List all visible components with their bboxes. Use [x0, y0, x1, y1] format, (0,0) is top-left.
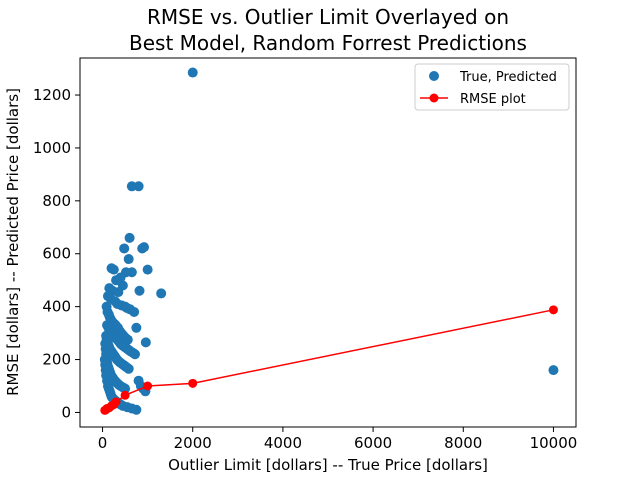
legend: True, Predicted RMSE plot [414, 63, 570, 111]
legend-label-true-predicted: True, Predicted [459, 70, 557, 85]
legend-marker-rmse [429, 93, 439, 103]
y-tick-label: 200 [42, 351, 71, 369]
scatter-point [129, 306, 140, 317]
y-tick-label: 1200 [33, 86, 71, 104]
chart-title-line-1: RMSE vs. Outlier Limit Overlayed on [147, 5, 509, 29]
rmse-point [111, 397, 121, 407]
rmse-point [143, 381, 153, 391]
y-tick-label: 1000 [33, 139, 71, 157]
scatter-point [139, 242, 150, 253]
x-tick-label: 10000 [530, 434, 578, 452]
x-axis-label: Outlier Limit [dollars] -- True Price [d… [168, 456, 488, 474]
axes-frame [79, 57, 577, 428]
scatter-point [124, 232, 135, 243]
x-tick-label: 4000 [264, 434, 302, 452]
scatter-point [130, 349, 141, 360]
x-tick-label: 6000 [354, 434, 392, 452]
scatter-point [113, 287, 124, 298]
scatter-point [156, 288, 167, 299]
scatter-point [134, 285, 145, 296]
y-axis-label: RMSE [dollars] -- Predicted Price [dolla… [4, 88, 22, 396]
scatter-point [119, 243, 130, 254]
chart-title-line-2: Best Model, Random Forrest Predictions [129, 31, 527, 55]
scatter-point [131, 404, 142, 415]
y-tick-label: 400 [42, 298, 71, 316]
scatter-point [187, 67, 198, 78]
x-tick-label: 2000 [174, 434, 212, 452]
x-tick-label: 0 [98, 434, 108, 452]
scatter-point [123, 254, 134, 265]
data-layer [99, 67, 559, 415]
legend-label-rmse: RMSE plot [460, 92, 526, 107]
legend-box [414, 63, 570, 111]
scatter-point [111, 275, 122, 286]
scatter-point [548, 365, 559, 376]
rmse-point [188, 378, 198, 388]
scatter-point [120, 383, 131, 394]
scatter-point [123, 363, 134, 374]
scatter-point [133, 181, 144, 192]
x-tick-label: 8000 [444, 434, 482, 452]
rmse-point [120, 390, 130, 400]
y-tick-label: 0 [61, 403, 71, 421]
y-tick-label: 800 [42, 192, 71, 210]
scatter-point [108, 264, 119, 275]
tick-layer: 0 2000 4000 6000 8000 10000 0 200 400 600 800 1000 1… [33, 86, 578, 452]
scatter-point [142, 264, 153, 275]
rmse-point [548, 305, 558, 315]
scatter-point [131, 322, 142, 333]
legend-marker-true-predicted [429, 71, 439, 81]
scatter-point [140, 337, 151, 348]
y-tick-label: 600 [42, 245, 71, 263]
scatter-point [126, 267, 137, 278]
